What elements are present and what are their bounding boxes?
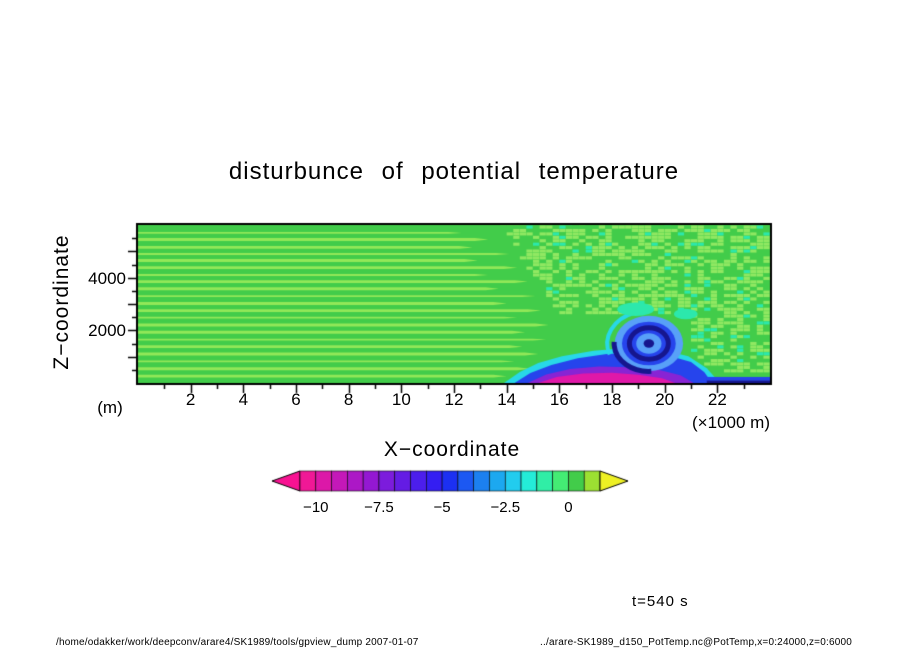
y-axis-label: Z−coordinate [50, 234, 73, 370]
colorbar-tick-label: −2.5 [490, 499, 521, 516]
x-axis-unit: (×1000 m) [692, 413, 770, 432]
y-tick-label: 4000 [88, 268, 126, 288]
y-tick-label: 2000 [88, 321, 126, 341]
x-tick-label: 10 [391, 390, 411, 409]
x-tick-label: 6 [291, 390, 301, 409]
x-tick-label: 14 [497, 390, 517, 409]
plot-title: disturbunce of potential temperature [228, 158, 680, 185]
footer-command-path: /home/odakker/work/deepconv/arare4/SK198… [56, 637, 419, 648]
x-tick-label: 16 [549, 390, 569, 409]
colorbar-tick-label: 0 [564, 499, 573, 516]
x-tick-label: 20 [655, 390, 675, 409]
x-tick-label: 8 [343, 390, 354, 409]
x-tick-label: 2 [185, 390, 196, 409]
x-tick-label: 12 [444, 390, 464, 409]
x-tick-label: 4 [238, 390, 249, 409]
x-tick-label: 18 [602, 390, 622, 409]
colorbar-tick-label: −10 [303, 499, 329, 516]
x-axis-label: X−coordinate [383, 438, 521, 461]
y-axis-unit: (m) [97, 398, 123, 417]
colorbar-tick-label: −7.5 [364, 499, 394, 516]
colorbar-tick-label: −5 [433, 499, 451, 516]
footer-data-source: ../arare-SK1989_d150_PotTemp.nc@PotTemp,… [540, 637, 852, 648]
time-label: t=540 s [632, 593, 689, 610]
x-tick-label: 22 [707, 390, 727, 409]
